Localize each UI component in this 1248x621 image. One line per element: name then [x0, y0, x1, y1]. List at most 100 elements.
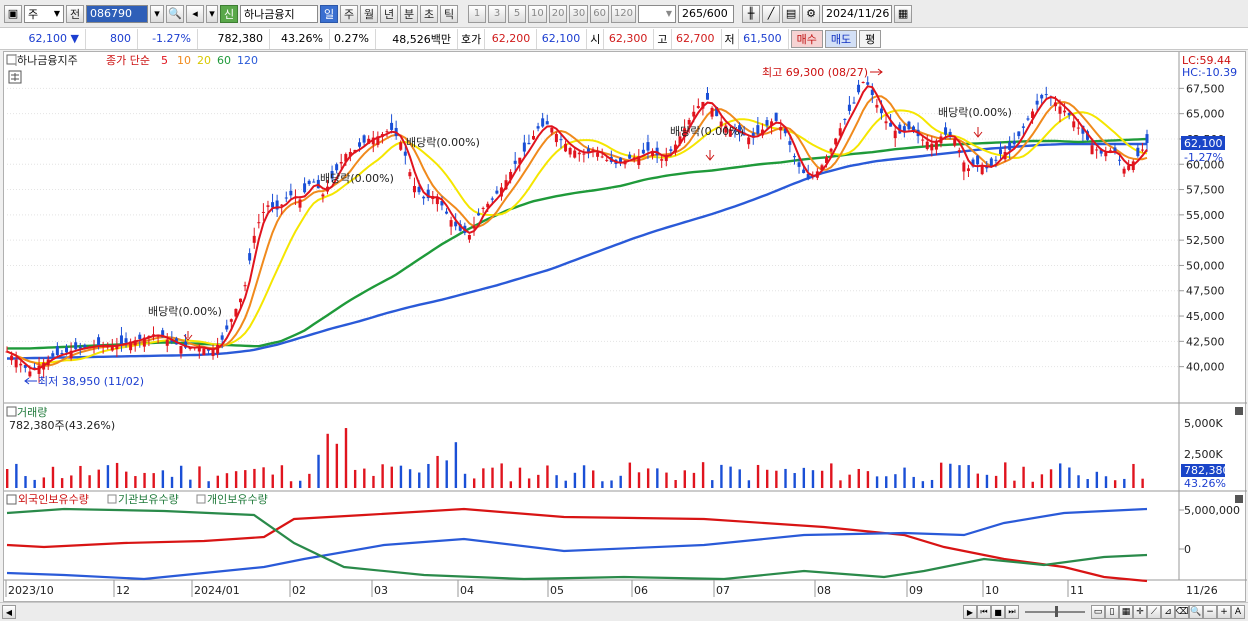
- candle-body: [962, 162, 966, 172]
- candle-type-icon[interactable]: ╫: [742, 4, 761, 23]
- volume-bar: [482, 468, 485, 488]
- zoom-slider[interactable]: [1025, 606, 1085, 617]
- price-tick-label: 65,000: [1186, 108, 1225, 121]
- stock-name-field[interactable]: 하나금융지: [240, 4, 318, 23]
- interval-30[interactable]: 30: [569, 4, 589, 23]
- candle-body: [303, 183, 307, 193]
- sell-button[interactable]: 매도: [824, 29, 858, 48]
- scroll-track[interactable]: [16, 606, 963, 618]
- x-tick-label: 12: [116, 584, 130, 597]
- volume-bar: [830, 463, 833, 488]
- panel-toggle-icon[interactable]: [6, 54, 17, 65]
- gear-icon[interactable]: ⚙: [802, 4, 821, 23]
- period-day[interactable]: 일: [320, 4, 338, 23]
- candle-body: [751, 133, 755, 138]
- drawing-tool-icon[interactable]: ╱: [762, 4, 781, 23]
- candle-body: [692, 111, 696, 117]
- candle-body: [330, 171, 334, 179]
- interval-custom-input[interactable]: ▼: [638, 4, 677, 23]
- volume-bar: [88, 475, 91, 488]
- panel-toggle-icon[interactable]: [6, 494, 17, 505]
- date-input[interactable]: 2024/11/26: [822, 4, 893, 23]
- volume-bar: [170, 476, 174, 488]
- x-tick-label: 07: [716, 584, 730, 597]
- chart-scrollbar[interactable]: ◀ ▶ ⏮ ■ ⏭ ▭ ▯ ▦ ✛ ⟋ ⊿ ⌫ 🔍 − + A: [0, 602, 1248, 621]
- ma60-line: [7, 137, 1148, 350]
- layout-icon[interactable]: ▭: [1091, 605, 1105, 619]
- window-icon[interactable]: ▣: [4, 4, 22, 23]
- buy-button[interactable]: 매수: [790, 29, 823, 48]
- volume-bar: [33, 479, 36, 488]
- eraser-icon[interactable]: ⌫: [1175, 605, 1189, 619]
- zoom-in-icon[interactable]: 🔍: [1189, 605, 1203, 619]
- new-badge[interactable]: 신: [220, 4, 238, 23]
- bar-count-value: 265: [682, 7, 704, 20]
- candle-body: [889, 122, 893, 127]
- price-tick-label: 47,500: [1186, 285, 1225, 298]
- crosshair-icon[interactable]: ✛: [1133, 605, 1147, 619]
- market-select[interactable]: 주 ▼: [24, 4, 64, 23]
- x-axis: 2023/10 12 2024/01 02 03 04 05 06 07 08 09 10 11 11/2…: [5, 580, 1218, 597]
- stock-chart[interactable]: 67,50065,00062,50060,00057,50055,00052,5…: [4, 52, 1247, 603]
- interval-1[interactable]: 1: [468, 4, 486, 23]
- candle-body: [32, 367, 36, 369]
- stock-code-input[interactable]: 086790: [86, 4, 148, 23]
- volume-bar: [720, 464, 723, 488]
- period-month[interactable]: 월: [360, 4, 378, 23]
- volume-title: 거래량: [17, 406, 47, 419]
- candle-body: [504, 180, 508, 190]
- measure-icon[interactable]: ⊿: [1161, 605, 1175, 619]
- trendline-icon[interactable]: ⟋: [1147, 605, 1161, 619]
- scroll-left-icon[interactable]: ◀: [2, 605, 16, 619]
- chart-area[interactable]: 67,50065,00062,50060,00057,50055,00052,5…: [3, 51, 1247, 603]
- panel-toggle-icon[interactable]: [6, 406, 17, 417]
- interval-20[interactable]: 20: [548, 4, 568, 23]
- speaker-dropdown-icon[interactable]: ▾: [206, 4, 218, 23]
- high-arrow-icon: [870, 68, 883, 76]
- interval-5[interactable]: 5: [508, 4, 526, 23]
- candle-body: [248, 253, 252, 261]
- interval-10[interactable]: 10: [528, 4, 547, 23]
- scroll-right-icon[interactable]: ▶: [963, 605, 977, 619]
- interval-3[interactable]: 3: [488, 4, 506, 23]
- period-tick[interactable]: 틱: [440, 4, 458, 23]
- interval-120[interactable]: 120: [610, 4, 637, 23]
- grid-icon[interactable]: ▦: [1119, 605, 1133, 619]
- interval-60[interactable]: 60: [590, 4, 609, 23]
- period-second[interactable]: 초: [420, 4, 438, 23]
- rewind-icon[interactable]: ⏮: [977, 605, 991, 619]
- period-week[interactable]: 주: [340, 4, 358, 23]
- period-year[interactable]: 년: [380, 4, 398, 23]
- volume-bar: [15, 463, 18, 488]
- turnover-pct: 0.27%: [330, 28, 376, 49]
- calendar-icon[interactable]: ▦: [894, 4, 913, 23]
- fast-forward-icon[interactable]: ⏭: [1005, 605, 1019, 619]
- code-dropdown-icon[interactable]: ▾: [150, 4, 164, 23]
- volume-bar: [125, 471, 128, 488]
- x-tick-label: 04: [460, 584, 474, 597]
- high-annotation: 최고 69,300 (08/27): [762, 66, 868, 79]
- split-icon[interactable]: ▯: [1105, 605, 1119, 619]
- x-tick-label: 03: [374, 584, 388, 597]
- stop-icon[interactable]: ■: [991, 605, 1005, 619]
- speaker-icon[interactable]: ◂: [186, 4, 204, 23]
- text-size-icon[interactable]: A: [1231, 605, 1245, 619]
- prefix-button[interactable]: 전: [66, 4, 84, 23]
- volume-bar: [79, 465, 82, 488]
- zoom-slider-handle[interactable]: [1055, 606, 1058, 617]
- plus-icon[interactable]: +: [1217, 605, 1231, 619]
- panel-close-icon[interactable]: [1235, 495, 1243, 503]
- volume-bar: [949, 463, 952, 488]
- minus-icon[interactable]: −: [1203, 605, 1217, 619]
- save-icon[interactable]: ▤: [782, 4, 801, 23]
- bar-count-field[interactable]: 265/600: [678, 4, 735, 23]
- down-arrow-icon: ▼: [70, 32, 79, 45]
- avg-button[interactable]: 평: [859, 29, 882, 48]
- candle-body: [770, 121, 774, 126]
- volume-bar: [601, 481, 604, 488]
- period-minute[interactable]: 분: [400, 4, 418, 23]
- candle-body: [829, 148, 833, 152]
- dividend-arrow-icon: [183, 331, 193, 341]
- search-icon[interactable]: 🔍: [166, 4, 184, 23]
- panel-close-icon[interactable]: [1235, 407, 1243, 415]
